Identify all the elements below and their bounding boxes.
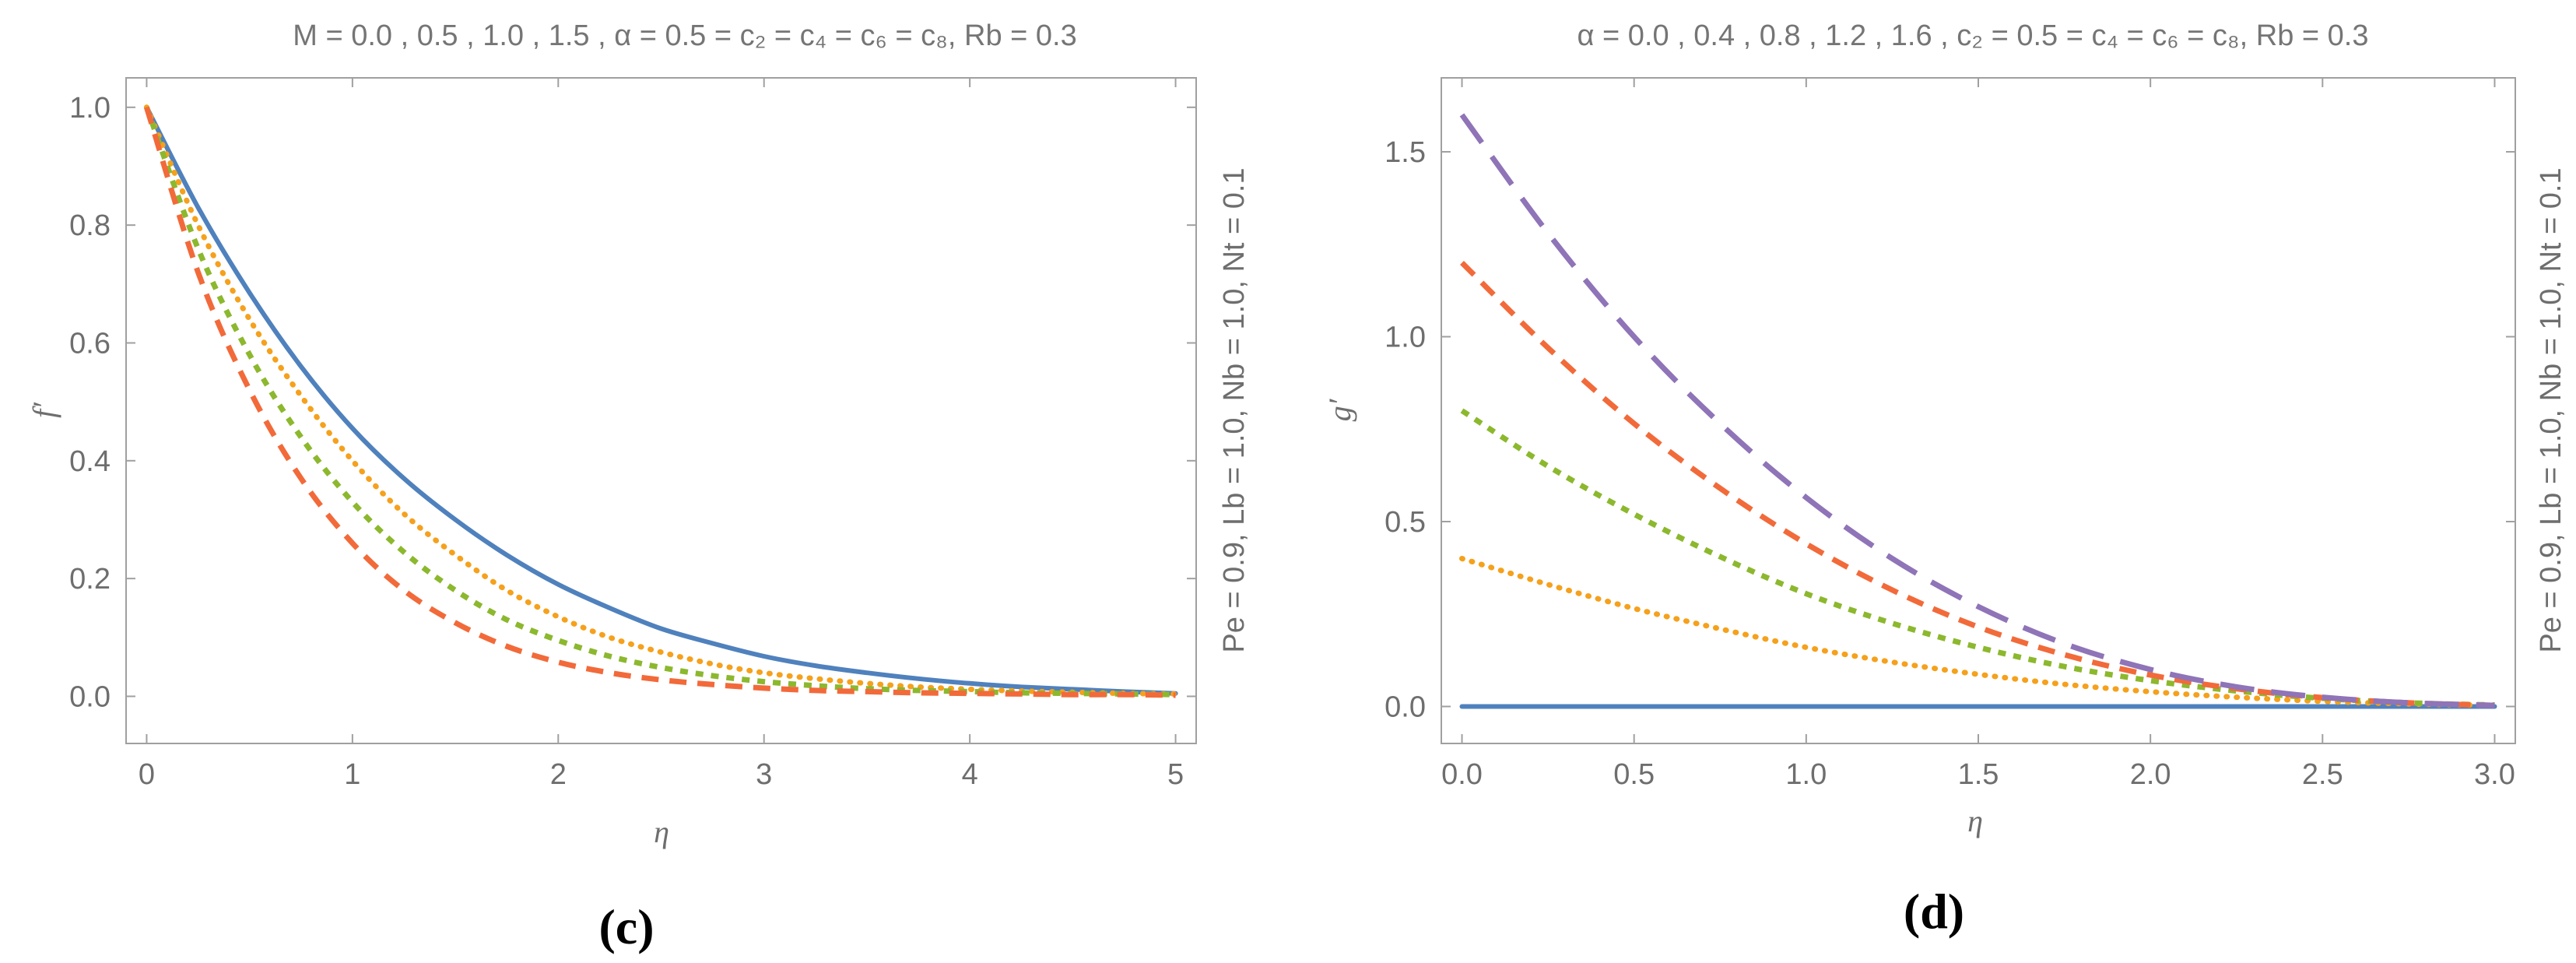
side-parameters-label: Pe = 0.9, Lb = 1.0, Nb = 1.0, Nt = 0.1 xyxy=(2535,167,2567,652)
chart-panel-c: M = 0.0 , 0.5 , 1.0 , 1.5 , α = 0.5 = c₂… xyxy=(26,19,1251,954)
x-tick-label: 3.0 xyxy=(2474,758,2515,791)
plot-frame xyxy=(125,77,1197,744)
x-tick-label: 1.0 xyxy=(1785,758,1827,791)
chart-panel-d: α = 0.0 , 0.4 , 0.8 , 1.2 , 1.6 , c₂ = 0… xyxy=(1322,19,2567,939)
series-layer xyxy=(1459,113,2497,709)
y-tick-label: 0.2 xyxy=(69,563,111,596)
series-line xyxy=(1460,261,2495,708)
series-line xyxy=(144,106,1176,698)
side-parameters-label: Pe = 0.9, Lb = 1.0, Nb = 1.0, Nt = 0.1 xyxy=(1218,167,1251,652)
series-layer xyxy=(143,104,1179,698)
plot-frame xyxy=(1441,77,2516,744)
x-tick-label: 2 xyxy=(550,758,567,791)
x-axis-label: η xyxy=(1967,803,1983,838)
y-tick-label: 1.0 xyxy=(69,92,111,125)
series-line xyxy=(144,104,1178,696)
panel-label: (d) xyxy=(1904,884,1964,939)
y-tick-label: 1.5 xyxy=(1385,136,1426,169)
x-tick-label: 1 xyxy=(344,758,360,791)
x-axis: 0.0 0.5 1.0 1.5 2.0 2.5 3.0 xyxy=(1441,78,2515,791)
x-tick-label: 5 xyxy=(1167,758,1184,791)
x-tick-label: 2.5 xyxy=(2302,758,2343,791)
series-line xyxy=(1459,113,2495,708)
panel-label: (c) xyxy=(598,899,654,954)
y-tick-label: 0.8 xyxy=(69,209,111,242)
y-tick-label: 0.0 xyxy=(69,680,111,713)
y-tick-label: 1.0 xyxy=(1385,322,1426,354)
chart-title: M = 0.0 , 0.5 , 1.0 , 1.5 , α = 0.5 = c₂… xyxy=(293,19,1076,52)
y-axis-label: g′ xyxy=(1322,398,1357,421)
x-axis-label: η xyxy=(654,814,669,849)
series-line xyxy=(143,104,1179,697)
x-tick-label: 0 xyxy=(139,758,155,791)
x-axis: 0 1 2 3 4 5 xyxy=(139,78,1184,791)
x-tick-label: 0.5 xyxy=(1613,758,1655,791)
y-tick-label: 0.5 xyxy=(1385,506,1426,539)
y-tick-label: 0.0 xyxy=(1385,691,1426,724)
y-axis-label: f′ xyxy=(26,402,61,418)
series-line xyxy=(1460,408,2495,708)
series-line xyxy=(1459,556,2497,708)
x-tick-label: 2.0 xyxy=(2130,758,2171,791)
y-axis: 0.0 0.5 1.0 1.5 xyxy=(1385,136,2515,724)
x-tick-label: 3 xyxy=(756,758,772,791)
x-tick-label: 1.5 xyxy=(1958,758,1999,791)
series-line xyxy=(144,106,1176,698)
x-tick-label: 4 xyxy=(962,758,978,791)
chart-title: α = 0.0 , 0.4 , 0.8 , 1.2 , 1.6 , c₂ = 0… xyxy=(1578,19,2369,52)
y-tick-label: 0.4 xyxy=(69,445,111,478)
y-tick-label: 0.6 xyxy=(69,327,111,360)
y-axis: 0.0 0.2 0.4 0.6 0.8 1.0 xyxy=(69,92,1196,713)
x-tick-label: 0.0 xyxy=(1441,758,1483,791)
